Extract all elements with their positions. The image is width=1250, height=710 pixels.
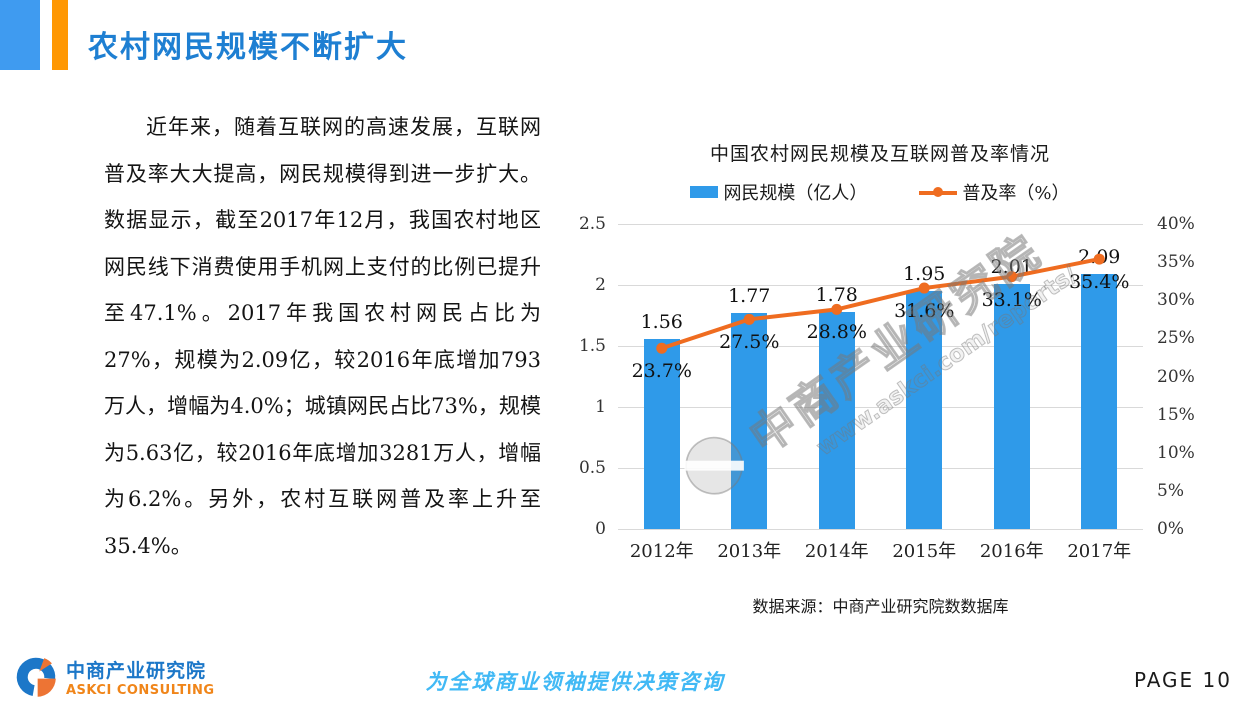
y-axis-right-label: 40% <box>1157 214 1195 234</box>
bar <box>993 283 1030 529</box>
bar-series-swatch <box>690 186 719 198</box>
y-axis-left-label: 2 <box>595 275 606 295</box>
footer-logo: 中商产业研究院 ASKCI CONSULTING <box>14 655 215 699</box>
line-marker <box>918 282 930 294</box>
x-axis-label: 2017年 <box>1067 541 1132 562</box>
x-axis-label: 2016年 <box>979 541 1044 562</box>
y-axis-right-label: 30% <box>1157 290 1195 311</box>
line-marker <box>656 342 668 354</box>
y-axis-left-label: 0 <box>595 519 606 539</box>
logo-text-cn: 中商产业研究院 <box>66 660 207 682</box>
y-axis-right-label: 15% <box>1157 404 1195 425</box>
legend-item-line-series: 普及率（%） <box>919 179 1070 205</box>
y-axis-right-label: 35% <box>1157 252 1195 273</box>
body-text: 近年来，随着互联网的高速发展，互联网普及率大大提高，网民规模得到进一步扩大。数据… <box>104 115 541 558</box>
x-axis-label: 2014年 <box>804 541 869 562</box>
x-axis-label: 2012年 <box>629 541 694 562</box>
bar-value-label: 1.95 <box>903 263 946 286</box>
y-axis-left-label: 1 <box>595 397 606 417</box>
legend-label: 普及率（%） <box>962 183 1070 204</box>
y-axis-right-label: 10% <box>1157 442 1195 463</box>
bar <box>1081 274 1118 529</box>
gridline <box>618 528 1143 530</box>
chart-source: 数据来源：中商产业研究院数数据库 <box>752 597 1009 616</box>
line-value-label: 28.8% <box>806 321 867 344</box>
line-marker <box>743 313 755 325</box>
gridline <box>618 223 1143 225</box>
bar <box>906 291 943 529</box>
y-axis-right-label: 20% <box>1157 366 1195 387</box>
bar-value-label: 1.78 <box>815 283 858 306</box>
gridline <box>618 284 1143 286</box>
footer-slogan: 为全球商业领袖提供决策咨询 <box>425 669 725 694</box>
chart: 中国农村网民规模及互联网普及率情况 网民规模（亿人） 普及率（%） 0 0.5 1 1… <box>570 135 1195 635</box>
page-number: PAGE 10 <box>1133 668 1232 692</box>
askci-logo-text: 中商产业研究院 ASKCI CONSULTING <box>66 656 215 698</box>
line-value-label: 33.1% <box>981 288 1042 311</box>
legend-item-bar-series: 网民规模（亿人） <box>690 179 867 205</box>
bar-value-label: 2.01 <box>990 255 1033 278</box>
y-axis-left-label: 1.5 <box>578 336 606 356</box>
chart-legend: 网民规模（亿人） 普及率（%） <box>570 179 1190 205</box>
gridline <box>618 467 1143 469</box>
line-value-label: 35.4% <box>1069 271 1130 294</box>
bar-value-label: 1.56 <box>640 310 683 333</box>
bar <box>731 313 768 529</box>
header-accent-orange <box>52 0 68 70</box>
line-value-label: 27.5% <box>719 331 780 354</box>
line-series-swatch <box>919 186 958 198</box>
legend-label: 网民规模（亿人） <box>723 183 868 204</box>
gridline <box>618 406 1143 408</box>
bar <box>818 311 855 529</box>
gridline <box>618 345 1143 347</box>
line-marker <box>831 303 843 315</box>
line-value-label: 31.6% <box>894 300 955 323</box>
chart-title: 中国农村网民规模及互联网普及率情况 <box>709 143 1050 165</box>
logo-text-en: ASKCI CONSULTING <box>66 683 215 698</box>
x-axis-labels: 2012年 2013年 2014年 2015年 2016年 2017年 <box>618 537 1143 563</box>
x-axis-label: 2013年 <box>717 541 782 562</box>
header-accent-blue <box>0 0 40 70</box>
line-value-label: 23.7% <box>631 360 692 383</box>
y-axis-right-label: 0% <box>1157 519 1184 539</box>
line-marker <box>1093 253 1105 265</box>
line-series <box>656 253 1105 354</box>
askci-logo-icon <box>16 657 56 697</box>
x-axis-label: 2015年 <box>892 541 957 562</box>
page-title: 农村网民规模不断扩大 <box>88 30 408 65</box>
bar-value-label: 1.77 <box>728 285 771 308</box>
line-marker <box>1006 271 1018 283</box>
y-axis-left-label: 2.5 <box>578 214 606 234</box>
plot-area: 0 0.5 1 1.5 2 2.5 0% 5% 10% 15% 20% 25% 30% 35% 40% 1.5… <box>579 214 1195 562</box>
y-axis-right-label: 5% <box>1157 480 1184 501</box>
bar <box>643 338 680 529</box>
y-axis-left-label: 0.5 <box>578 458 606 478</box>
line-swatch-marker <box>933 187 944 197</box>
y-axis-right-label: 25% <box>1157 328 1195 349</box>
